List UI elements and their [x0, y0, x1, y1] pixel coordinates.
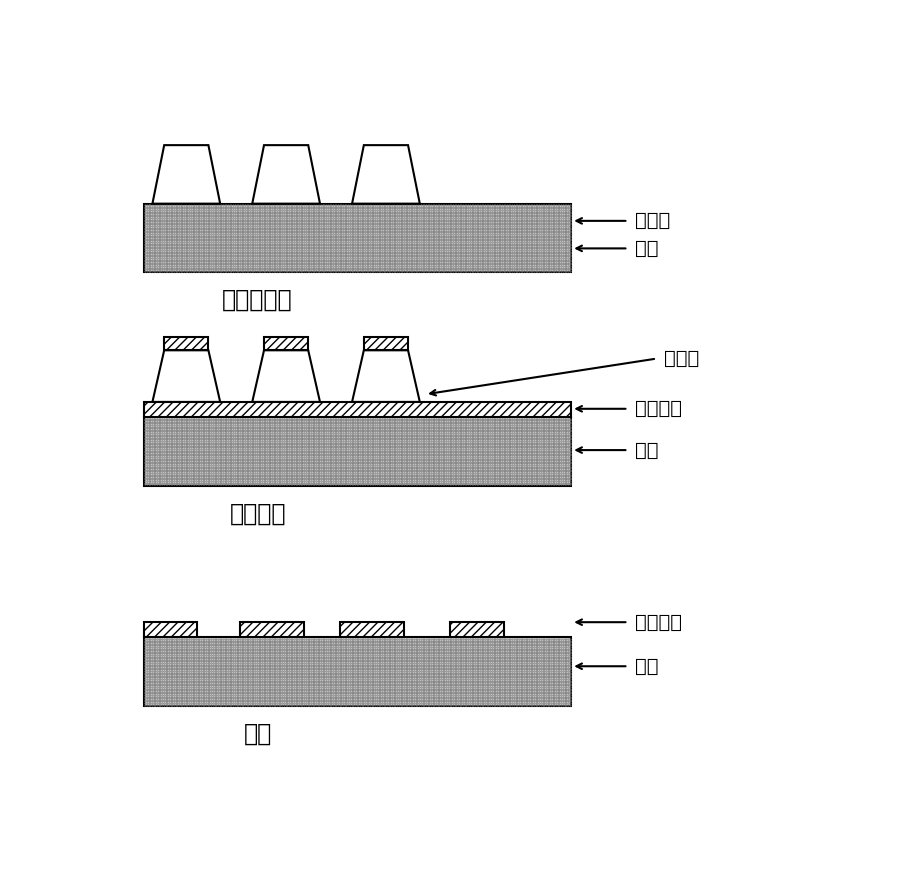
Text: 光刻胶: 光刻胶	[664, 349, 698, 368]
Bar	[449, 622, 503, 637]
Text: 基片: 基片	[635, 441, 658, 460]
Polygon shape	[153, 350, 220, 402]
Bar	[240, 622, 303, 637]
Bar	[339, 622, 403, 637]
Text: 基片: 基片	[635, 657, 658, 676]
Text: 光刻胶: 光刻胶	[635, 211, 670, 231]
Polygon shape	[352, 350, 419, 402]
Bar	[143, 622, 197, 637]
Text: 光刻胶图形: 光刻胶图形	[222, 288, 292, 312]
Polygon shape	[352, 145, 419, 204]
Text: 剥离: 剥离	[244, 721, 271, 746]
Bar	[143, 637, 571, 706]
Polygon shape	[252, 350, 320, 402]
Bar	[264, 336, 308, 350]
Bar	[143, 204, 571, 273]
Polygon shape	[252, 145, 320, 204]
Text: 金属薄膜: 金属薄膜	[635, 612, 682, 632]
Bar	[164, 336, 209, 350]
Bar	[363, 336, 408, 350]
Bar	[143, 402, 571, 417]
Bar	[143, 417, 571, 486]
Text: 沉积金属: 沉积金属	[229, 502, 286, 526]
Text: 基片: 基片	[635, 239, 658, 257]
Polygon shape	[153, 145, 220, 204]
Text: 金属薄膜: 金属薄膜	[635, 400, 682, 418]
